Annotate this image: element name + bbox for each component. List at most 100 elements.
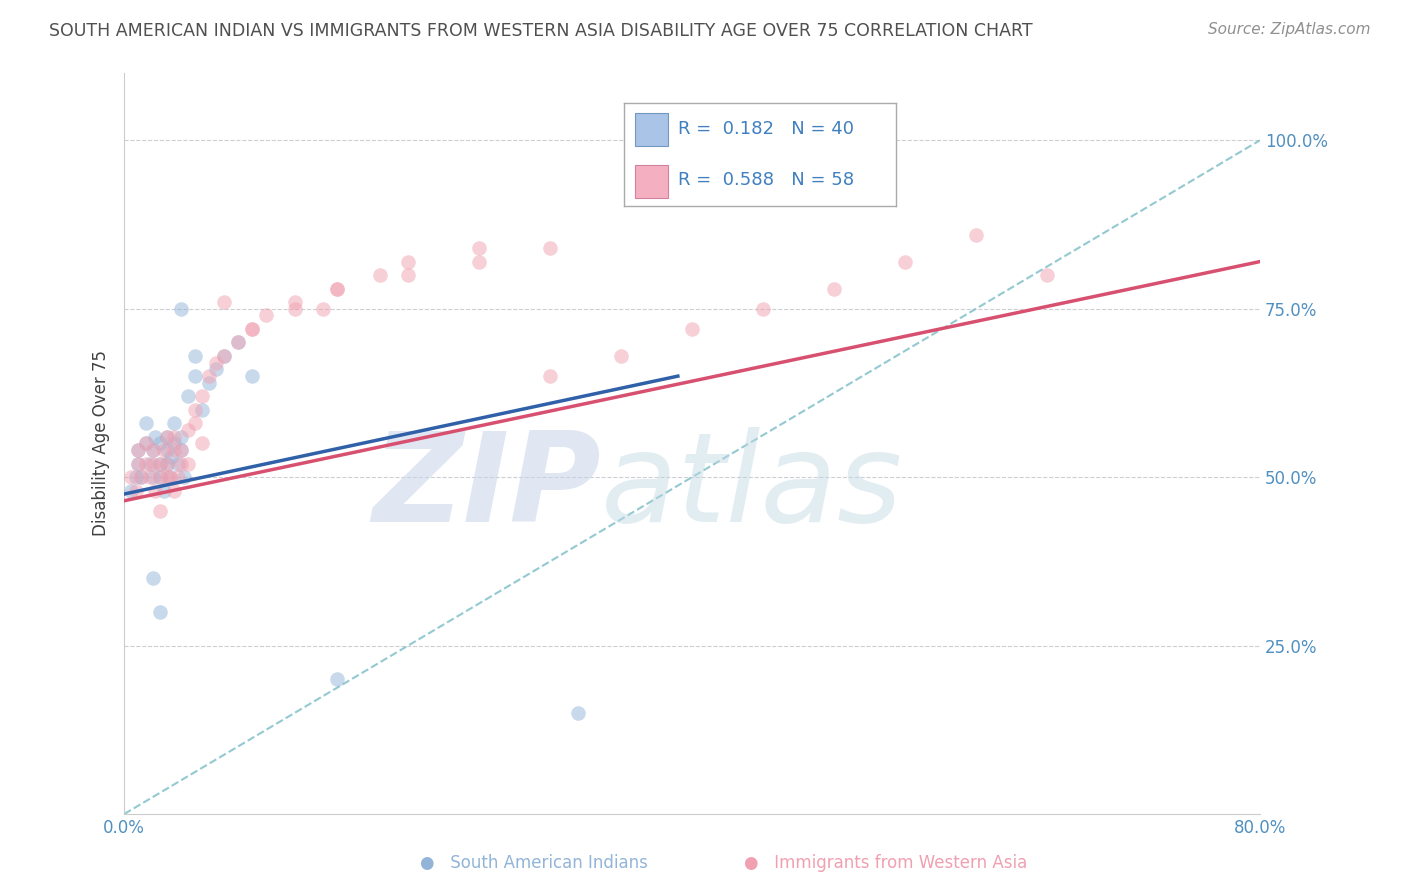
Point [127,457,149,471]
Point [142,470,165,484]
Point [149,470,172,484]
Point [163,443,186,458]
Point [212,295,235,310]
Point [681,322,703,336]
Text: Source: ZipAtlas.com: Source: ZipAtlas.com [1208,22,1371,37]
Point [156,457,179,471]
Point [205,362,228,376]
Point [145,430,167,444]
Point [240,369,263,384]
Point [191,389,214,403]
Point [177,457,200,471]
Point [396,268,419,282]
Point [142,571,165,585]
Point [173,470,195,484]
Point [134,436,156,450]
Point [127,443,149,458]
Point [159,470,181,484]
Point [120,470,142,484]
Point [139,470,162,484]
Point [153,443,176,458]
Point [170,443,193,458]
Point [160,450,183,464]
Point [170,430,193,444]
Point [156,430,179,444]
Point [226,335,249,350]
Y-axis label: Disability Age Over 75: Disability Age Over 75 [93,351,110,536]
Point [156,457,179,471]
Point [129,470,152,484]
Point [127,457,149,471]
Point [170,443,193,458]
Point [326,281,349,295]
Point [284,301,307,316]
Point [142,443,165,458]
Point [156,443,179,458]
Point [894,254,917,268]
Point [184,417,207,431]
Point [198,376,221,390]
Point [240,322,263,336]
Point [163,483,186,498]
Text: ●   South American Indians: ● South American Indians [420,855,648,872]
Point [159,470,181,484]
Point [156,470,179,484]
Point [752,301,775,316]
Point [205,356,228,370]
Point [184,369,207,384]
Point [191,436,214,450]
Point [134,417,156,431]
Point [149,436,172,450]
Point [149,470,172,484]
Point [167,457,190,471]
Point [127,443,149,458]
Point [284,295,307,310]
Point [368,268,391,282]
Point [170,457,193,471]
Point [184,402,207,417]
Point [124,470,146,484]
Text: ZIP: ZIP [373,427,602,549]
Point [610,349,633,363]
Point [149,457,172,471]
Point [153,483,176,498]
Point [538,241,561,255]
Point [167,470,190,484]
Point [312,301,335,316]
Point [326,673,349,687]
Point [156,430,179,444]
Point [468,241,491,255]
Point [1036,268,1059,282]
Point [468,254,491,268]
Point [120,483,142,498]
Point [823,281,845,295]
Point [240,322,263,336]
Point [396,254,419,268]
Point [212,349,235,363]
Point [134,436,156,450]
Point [177,423,200,437]
Point [163,436,186,450]
Point [965,227,987,242]
Point [567,706,589,720]
Point [139,457,162,471]
Point [177,389,200,403]
Point [134,457,156,471]
Point [538,369,561,384]
Point [145,483,167,498]
Point [170,301,193,316]
Point [163,430,186,444]
Text: ●   Immigrants from Western Asia: ● Immigrants from Western Asia [744,855,1028,872]
Point [142,457,165,471]
Point [212,349,235,363]
Point [191,402,214,417]
Point [149,504,172,518]
Point [254,309,277,323]
Point [226,335,249,350]
Point [198,369,221,384]
Point [149,605,172,619]
Point [149,457,172,471]
Point [129,470,152,484]
Point [163,417,186,431]
Point [326,281,349,295]
